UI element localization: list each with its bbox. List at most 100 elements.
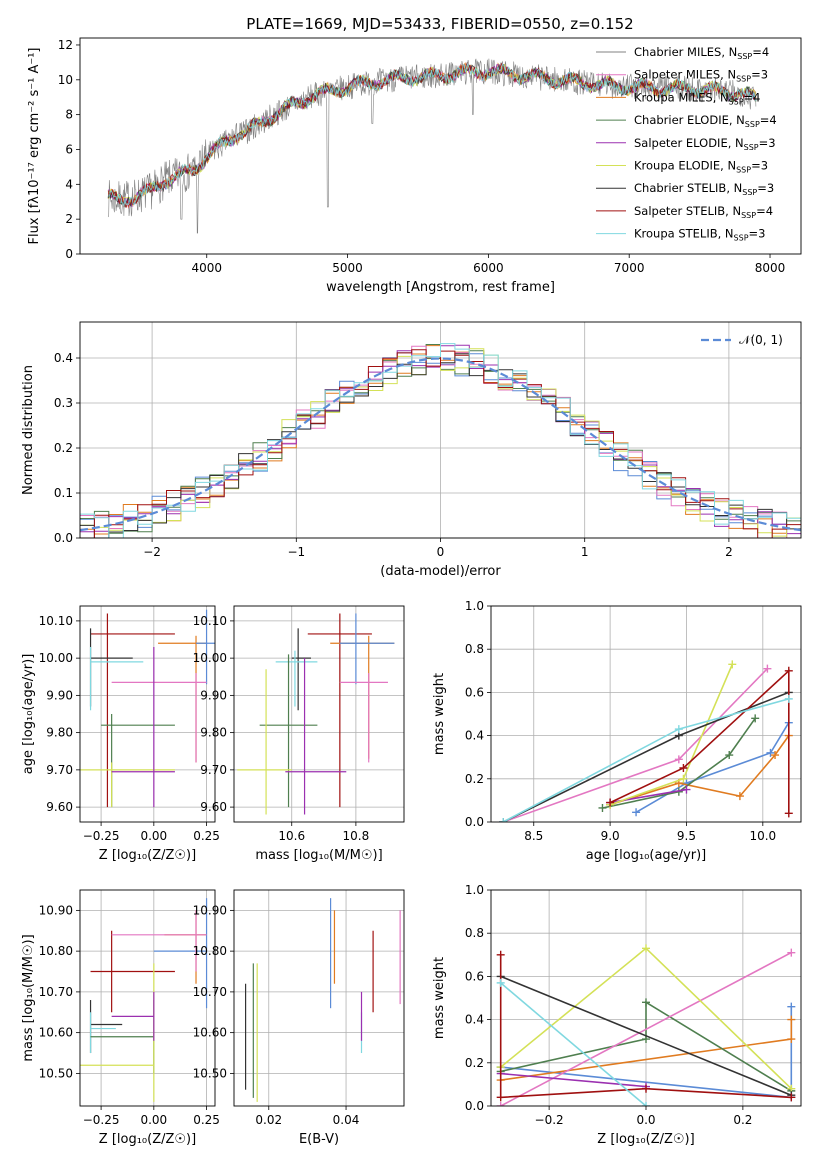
y-tick-label: 9.90 bbox=[200, 688, 227, 702]
x-tick-label: 5000 bbox=[332, 261, 363, 275]
x-axis-label: Z [log₁₀(Z/Z☉)] bbox=[99, 1132, 196, 1147]
x-tick-label: 10.6 bbox=[278, 829, 305, 843]
y-tick-label: 10.80 bbox=[39, 944, 73, 958]
x-tick-label: 0.25 bbox=[193, 829, 220, 843]
axes-frame bbox=[79, 321, 802, 539]
weight-series-line bbox=[500, 982, 647, 1106]
y-tick-label: 10.70 bbox=[193, 985, 227, 999]
x-tick-label: 0 bbox=[437, 545, 445, 559]
legend-label: Chabrier MILES, NSSP=4 bbox=[634, 45, 769, 61]
weight-point-marker bbox=[784, 809, 793, 818]
histogram-series bbox=[80, 349, 801, 538]
panel-weight-vs-age: 8.5 9.0 9.5 10.0 0.0 0.2 0.4 0.6 0.8 1.0 age [log₁… bbox=[432, 599, 802, 863]
y-tick-label: 0.4 bbox=[54, 351, 73, 365]
plot-area bbox=[80, 898, 208, 1102]
x-tick-label: 0.02 bbox=[255, 1113, 282, 1127]
y-tick-label: 0.6 bbox=[465, 685, 484, 699]
figure-title: PLATE=1669, MJD=53433, FIBERID=0550, z=0… bbox=[246, 15, 633, 33]
y-tick-label: 9.70 bbox=[46, 763, 73, 777]
y-tick-label: 9.80 bbox=[46, 726, 73, 740]
x-axis-label: Z [log₁₀(Z/Z☉)] bbox=[99, 848, 196, 863]
x-axis-label: Z [log₁₀(Z/Z☉)] bbox=[597, 1132, 694, 1147]
x-tick-label: 2 bbox=[725, 545, 733, 559]
spectrum-model-line bbox=[108, 62, 757, 207]
x-tick-label: −2 bbox=[143, 545, 161, 559]
y-tick-label: 0.2 bbox=[465, 1056, 484, 1070]
y-axis-label: mass weight bbox=[432, 957, 447, 1039]
weight-series-line bbox=[500, 975, 792, 1096]
x-tick-label: 8000 bbox=[755, 261, 786, 275]
weight-point-marker bbox=[632, 808, 641, 817]
weight-point-marker bbox=[496, 950, 505, 959]
legend-label: Kroupa MILES, NSSP=4 bbox=[634, 90, 760, 106]
x-tick-label: 9.5 bbox=[677, 829, 696, 843]
plot-area bbox=[80, 343, 801, 538]
legend-label: Kroupa ELODIE, NSSP=3 bbox=[634, 159, 768, 175]
histogram-series bbox=[80, 343, 801, 538]
y-tick-label: 0.0 bbox=[465, 815, 484, 829]
x-axis-label: E(B-V) bbox=[299, 1132, 339, 1147]
legend-label: Kroupa STELIB, NSSP=3 bbox=[634, 227, 765, 243]
y-tick-label: 10.70 bbox=[39, 985, 73, 999]
y-tick-label: 10.60 bbox=[39, 1026, 73, 1040]
axes-frame bbox=[79, 37, 802, 255]
legend-label: 𝒩(0, 1) bbox=[739, 333, 783, 347]
x-axis-label: age [log₁₀(age/yr)] bbox=[586, 848, 707, 863]
weight-point-marker bbox=[787, 1015, 796, 1024]
weight-point-marker bbox=[735, 792, 744, 801]
y-tick-label: 10.50 bbox=[193, 1066, 227, 1080]
weight-point-marker bbox=[642, 1084, 650, 1093]
y-tick-label: 0.4 bbox=[465, 1013, 484, 1027]
legend-label: Salpeter STELIB, NSSP=4 bbox=[634, 204, 773, 220]
x-tick-label: 8.5 bbox=[524, 829, 543, 843]
y-tick-label: 9.80 bbox=[200, 726, 227, 740]
weight-point-marker bbox=[642, 998, 650, 1007]
x-axis-label: mass [log₁₀(M/M☉)] bbox=[255, 848, 382, 863]
weight-point-marker bbox=[682, 785, 691, 794]
y-tick-label: 10.80 bbox=[193, 944, 227, 958]
axes-frame bbox=[490, 889, 802, 1107]
y-tick-label: 0.3 bbox=[54, 396, 73, 410]
weight-series-line bbox=[609, 668, 790, 814]
y-tick-label: 10.00 bbox=[193, 651, 227, 665]
x-tick-label: 0.2 bbox=[733, 1113, 752, 1127]
x-tick-label: 0.0 bbox=[636, 1113, 655, 1127]
y-tick-label: 0.4 bbox=[465, 729, 484, 743]
weight-point-marker bbox=[784, 666, 793, 675]
weight-point-marker bbox=[763, 664, 772, 673]
y-tick-label: 10.90 bbox=[39, 903, 73, 917]
axes-frame bbox=[233, 605, 405, 823]
weight-point-marker bbox=[787, 1035, 796, 1044]
y-tick-label: 9.60 bbox=[46, 800, 73, 814]
x-tick-label: 9.0 bbox=[601, 829, 620, 843]
weight-point-marker bbox=[679, 764, 688, 772]
weight-series-line bbox=[500, 1072, 647, 1088]
weight-point-marker bbox=[496, 978, 505, 987]
y-tick-label: 0.0 bbox=[465, 1099, 484, 1113]
weight-point-marker bbox=[728, 660, 737, 669]
weight-series-line bbox=[602, 717, 756, 809]
x-tick-label: 0.25 bbox=[193, 1113, 220, 1127]
y-axis-label: Flux [fλ10⁻¹⁷ erg cm⁻² s⁻¹ A⁻¹] bbox=[27, 48, 42, 245]
axes-frame bbox=[79, 605, 216, 823]
panel-mass-vs-EBV: 0.02 0.04 10.50 10.60 10.70 10.80 10.90 E(B-V) bbox=[193, 889, 405, 1147]
y-tick-label: 10.00 bbox=[39, 651, 73, 665]
weight-point-marker bbox=[496, 1093, 505, 1102]
weight-point-marker bbox=[787, 948, 796, 957]
weight-point-marker bbox=[674, 725, 683, 734]
y-tick-label: 12 bbox=[58, 38, 73, 52]
y-tick-label: 0.6 bbox=[465, 969, 484, 983]
weight-point-marker bbox=[642, 1102, 650, 1106]
legend-label: Salpeter ELODIE, NSSP=3 bbox=[634, 136, 776, 152]
y-tick-label: 6 bbox=[65, 142, 73, 156]
weight-series-line bbox=[500, 1000, 792, 1092]
x-tick-label: −1 bbox=[287, 545, 305, 559]
y-tick-label: 0.1 bbox=[54, 486, 73, 500]
y-tick-label: 10 bbox=[58, 73, 73, 87]
panels: 4000 5000 6000 7000 8000024681012wavelength … bbox=[21, 37, 802, 1147]
legend-label: Chabrier STELIB, NSSP=3 bbox=[634, 181, 774, 197]
panel-spectrum: 4000 5000 6000 7000 8000 0 2 4 6 8 10 12 wavelength … bbox=[27, 37, 802, 295]
normal-reference-curve bbox=[80, 357, 801, 532]
y-tick-label: 0.2 bbox=[465, 772, 484, 786]
